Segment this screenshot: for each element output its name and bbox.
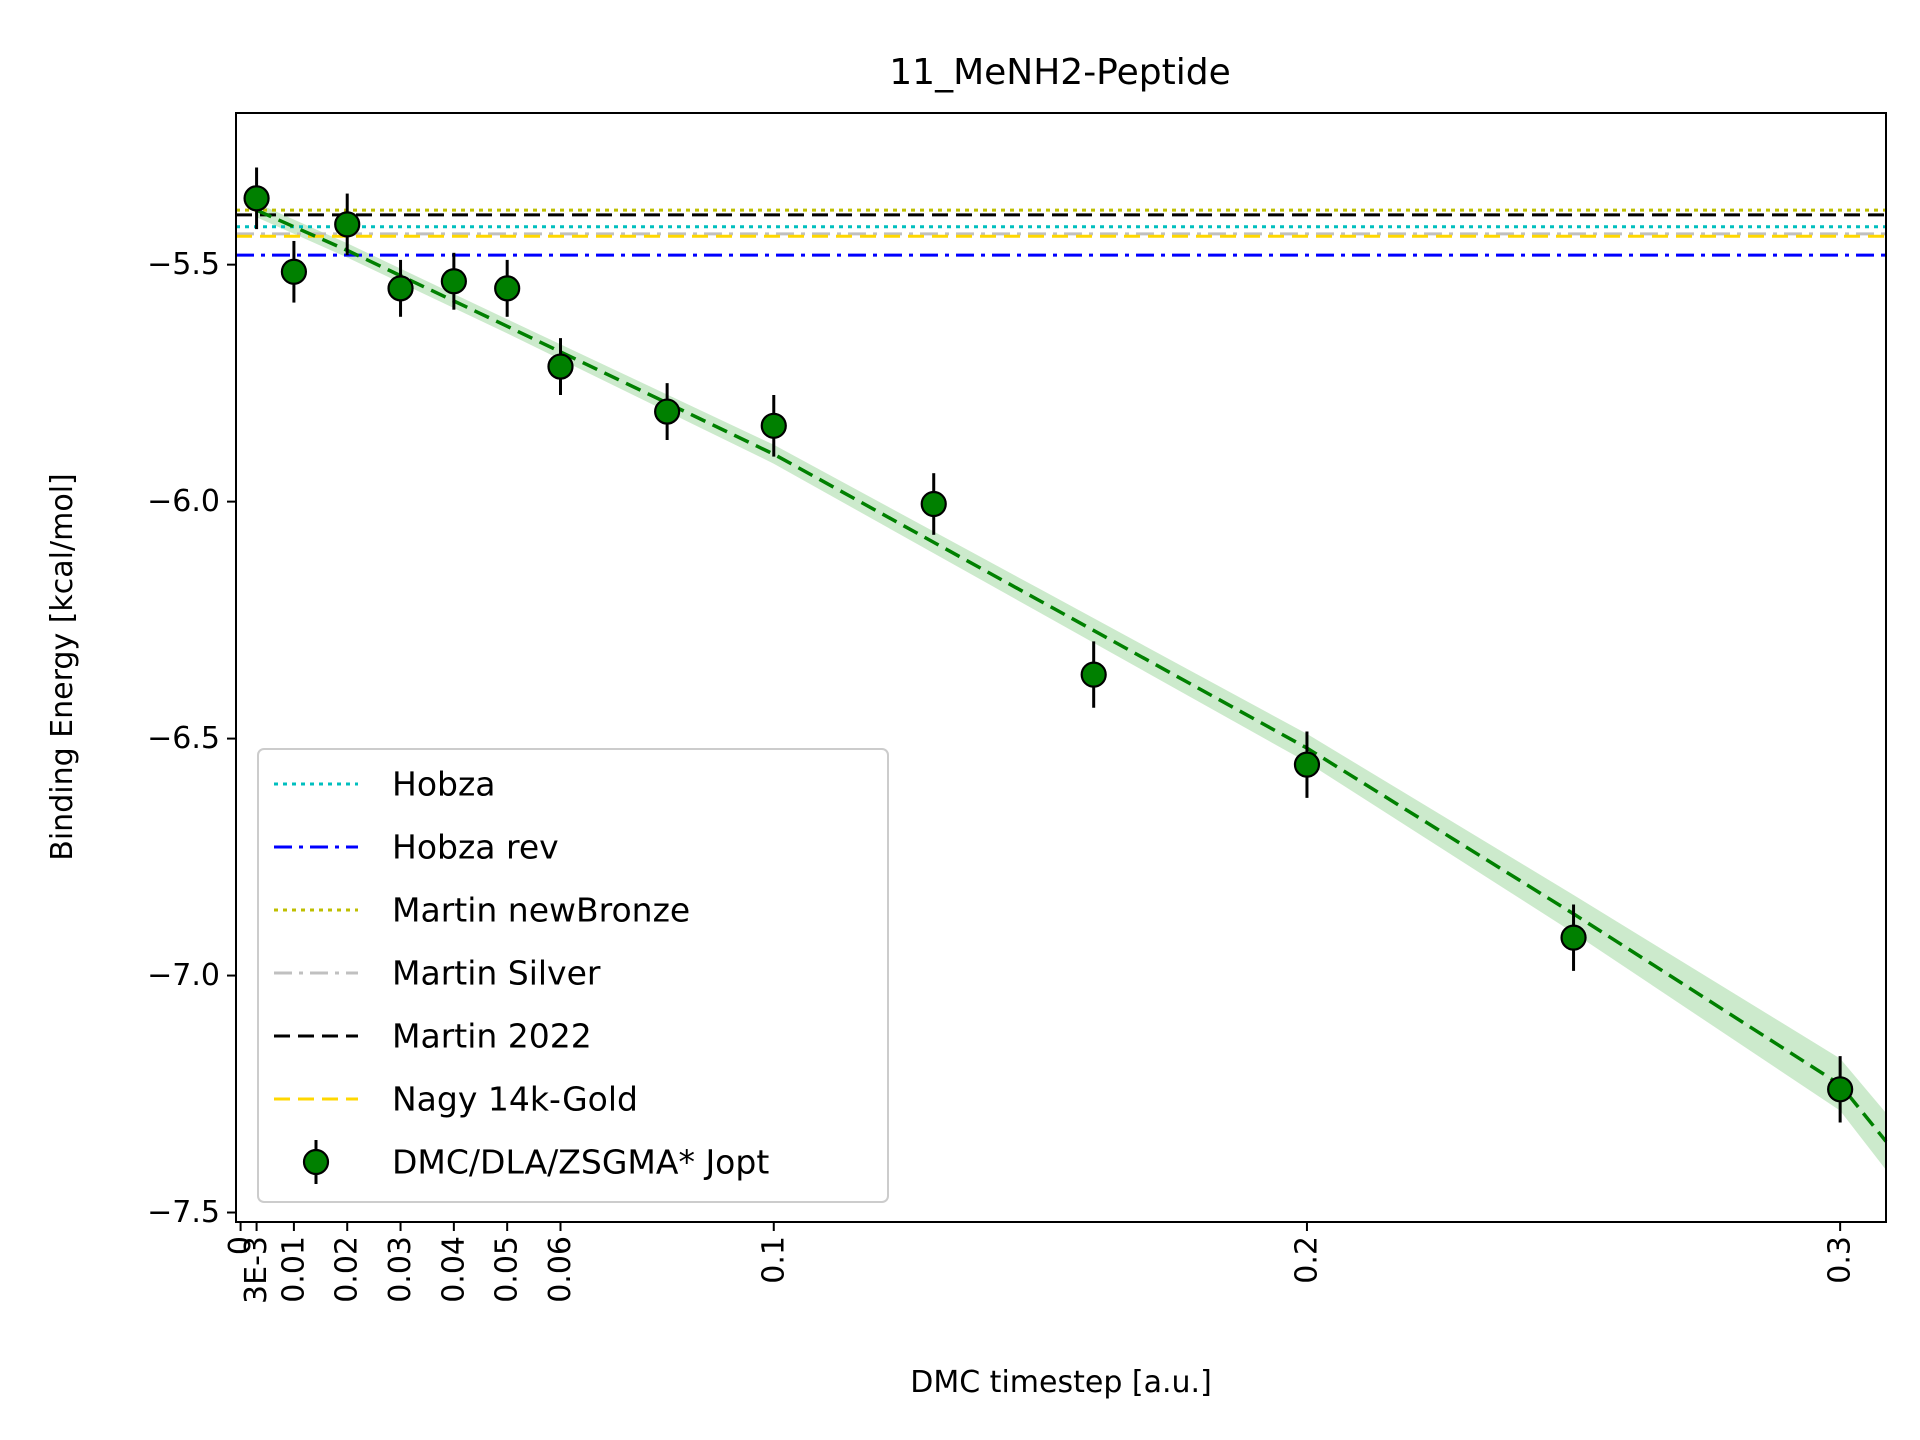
legend-swatch [302,1148,330,1176]
x-tick-label: 0.05 [490,1236,525,1303]
data-point [654,383,681,441]
data-points-layer [243,167,1854,1123]
data-marker [1293,751,1321,778]
y-tick-label: −6.0 [147,484,220,519]
chart-title: 11_MeNH2-Peptide [889,52,1230,93]
data-marker [387,275,414,302]
legend-label: Hobza [392,765,496,804]
x-tick-label: 0.06 [543,1236,578,1303]
data-marker [280,258,308,285]
legend-box [257,748,889,1203]
data-point [920,473,947,535]
data-marker [494,275,521,302]
data-point [243,167,270,230]
y-tick-label: −7.0 [147,958,220,993]
x-tick-label: 0.02 [330,1236,365,1303]
x-tick-label: 0.03 [383,1236,418,1303]
plot-frame [235,112,1887,1223]
x-tick-label: 0.04 [436,1236,471,1303]
y-axis: −5.5 −6.0 −6.5 −7.0 −7.5 [147,247,236,1230]
x-axis: 03E-3 0.01 0.02 0.03 0.04 0.05 0.06 0.1 0.2 0.3 [223,1222,1858,1304]
data-point [1827,1056,1854,1123]
data-marker [1560,924,1587,951]
data-point [1080,641,1107,708]
legend-label: Hobza rev [392,828,559,867]
legend-label: DMC/DLA/ZSGMA* Jopt [392,1143,769,1182]
data-point [440,252,467,310]
data-point [387,259,414,317]
x-tick-label: 0 [223,1236,258,1255]
x-axis-label: DMC timestep [a.u.] [910,1365,1212,1400]
data-point [547,338,574,395]
legend: Hobza Hobza rev Martin newBronze Martin Sil… [257,748,889,1203]
data-point [494,259,521,317]
reference-lines-layer [236,208,1886,257]
data-marker [440,268,467,295]
x-tick-label: 0.3 [1823,1236,1858,1284]
data-marker [243,185,270,212]
y-tick-label: −7.5 [147,1195,220,1230]
data-point [1293,731,1321,798]
x-tick-label: 0.2 [1290,1236,1325,1284]
legend-label: Nagy 14k-Gold [392,1080,638,1119]
data-point [334,193,361,256]
data-marker [760,412,787,439]
y-axis-label: Binding Energy [kcal/mol] [45,473,80,860]
data-point [1560,904,1587,971]
legend-label: Martin newBronze [392,891,690,930]
data-marker [920,490,947,518]
data-marker [1080,661,1107,688]
legend-label: Martin Silver [392,954,601,993]
data-marker [547,353,574,380]
x-tick-label: 0.01 [276,1236,311,1303]
x-tick-label: 3E-3 [239,1236,274,1304]
x-tick-label: 0.1 [756,1236,791,1284]
data-marker [334,211,361,238]
y-tick-label: −5.5 [147,247,220,282]
data-point [280,240,308,303]
data-marker [1827,1076,1854,1103]
data-marker [654,398,681,425]
y-tick-label: −6.5 [147,721,220,756]
legend-label: Martin 2022 [392,1017,592,1056]
data-point [760,394,787,457]
